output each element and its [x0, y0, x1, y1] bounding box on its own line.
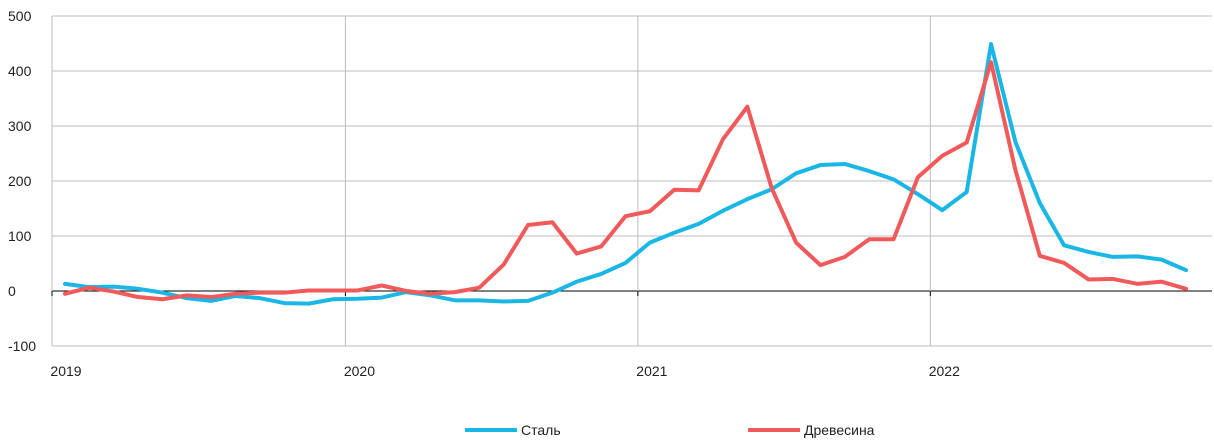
x-axis: 2019 2020 2021 2022 [50, 363, 960, 379]
series-line-wood [63, 60, 1188, 302]
grid [51, 15, 1212, 347]
legend-label: Древесина [804, 422, 875, 438]
x-tick-label: 2022 [929, 363, 960, 379]
x-tick-label: 2020 [344, 363, 375, 379]
y-tick-label: 0 [8, 283, 16, 299]
legend: Сталь Древесина [465, 422, 875, 438]
y-tick-label: 100 [8, 228, 32, 244]
y-tick-label: 300 [8, 118, 32, 134]
legend-label: Сталь [521, 422, 561, 438]
y-tick-label: 500 [8, 8, 32, 24]
y-axis: 500 400 300 200 100 0 -100 [8, 8, 36, 354]
series-lines [63, 42, 1188, 306]
x-tick-label: 2021 [636, 363, 667, 379]
series-line-steel [63, 42, 1188, 306]
y-tick-label: 400 [8, 63, 32, 79]
x-tick-label: 2019 [50, 363, 81, 379]
y-tick-label: -100 [8, 338, 36, 354]
y-tick-label: 200 [8, 173, 32, 189]
